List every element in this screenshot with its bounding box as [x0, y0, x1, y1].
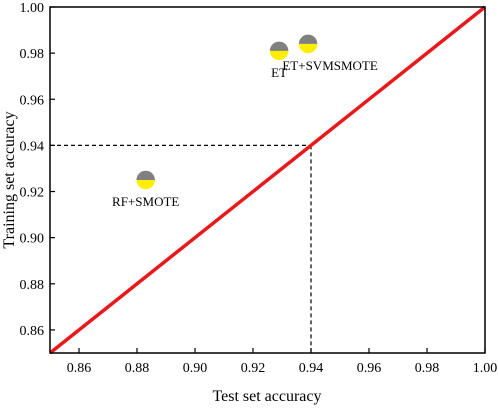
y-tick-label: 0.96	[20, 93, 45, 108]
marker-top-half	[269, 40, 290, 51]
reference-line	[48, 5, 487, 355]
data-point: RF+SMOTE	[112, 169, 179, 209]
x-tick-label: 0.90	[183, 361, 208, 376]
marker-top-half	[135, 170, 156, 180]
y-tick-label: 1.00	[20, 1, 45, 16]
point-label: RF+SMOTE	[112, 194, 179, 209]
y-axis-title: Training set accuracy	[1, 111, 18, 248]
x-tick-label: 0.98	[415, 361, 440, 376]
x-tick-label: 0.94	[299, 361, 324, 376]
y-tick-label: 0.86	[20, 324, 45, 339]
x-axis-title: Test set accuracy	[212, 388, 321, 405]
plot-frame	[49, 6, 486, 354]
x-tick-label: 0.96	[357, 361, 382, 376]
y-tick-label: 0.88	[20, 278, 45, 293]
point-label: ET	[271, 65, 287, 80]
y-tick-label: 0.94	[20, 139, 45, 154]
y-tick-label: 0.98	[20, 47, 45, 62]
x-tick-label: 0.88	[125, 361, 150, 376]
marker-rim	[134, 169, 157, 191]
data-point: ET+SVMSMOTE	[282, 33, 378, 73]
x-tick-label: 0.92	[241, 361, 266, 376]
x-tick-label: 0.86	[67, 361, 92, 376]
marker-top-half	[298, 33, 319, 44]
data-point: ET	[268, 40, 290, 80]
point-label: ET+SVMSMOTE	[282, 58, 378, 73]
y-tick-label: 0.92	[20, 186, 45, 201]
x-tick-label: 1.00	[473, 361, 498, 376]
y-tick-label: 0.90	[20, 232, 45, 247]
marker-rim	[297, 33, 319, 55]
marker-rim	[268, 40, 290, 62]
